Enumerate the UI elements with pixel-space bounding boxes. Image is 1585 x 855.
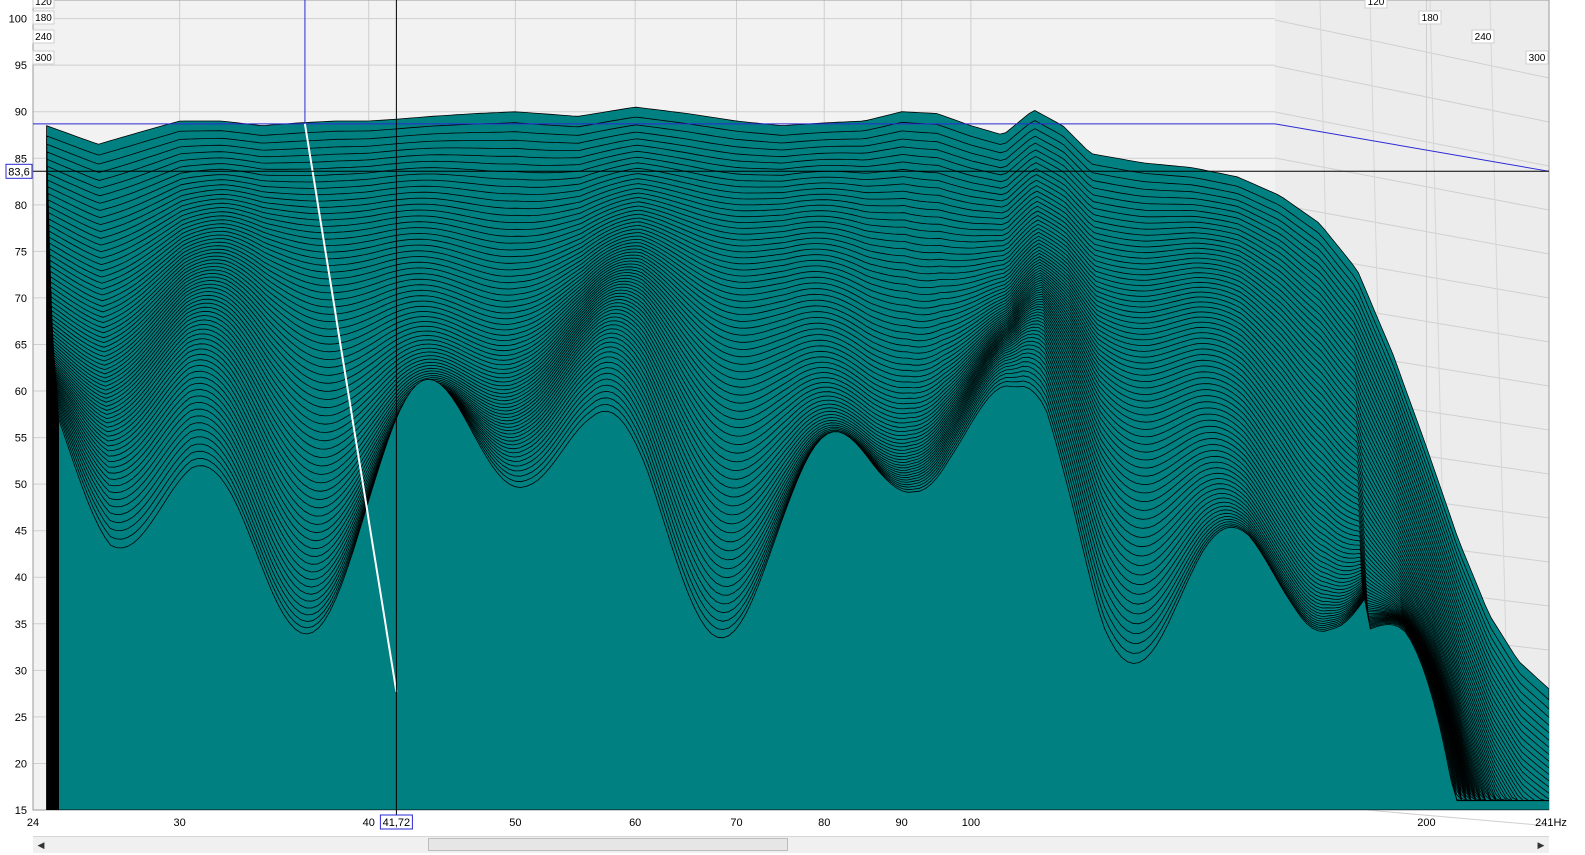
y-tick-label: 70 [15,293,27,305]
depth-grid-line [1274,111,1550,167]
x-tick-label: 100 [962,817,980,829]
scroll-thumb[interactable] [428,838,788,851]
cursor-overlay [33,0,1550,818]
time-label-box [32,10,55,25]
y-tick-label: 35 [15,619,27,631]
time-label-right: 180 [1422,13,1439,24]
waterfall-slice [58,378,1549,810]
cursor-y-label-box [5,163,33,179]
y-tick-label: 100 [9,14,27,26]
y-tick-label: 25 [15,712,27,724]
x-axis-ticks: 24 30 40 50 60 70 80 90 100 200 241Hz 41,72 [27,814,1567,830]
x-tick-label: 60 [629,817,641,829]
depth-grid-line [1274,157,1550,211]
y-tick-label: 85 [15,153,27,165]
reference-line-depth [1274,123,1550,172]
time-label-box [1525,50,1549,65]
time-label-box [1471,29,1495,44]
scroll-right-arrow-icon[interactable]: ▶ [1537,840,1545,850]
y-tick-label: 90 [15,107,27,119]
waterfall-slices [46,106,1549,810]
depth-grid-line [1274,65,1550,123]
x-tick-label: 70 [730,817,742,829]
time-label-right: 300 [1529,53,1546,64]
time-label-left: 180 [35,13,52,24]
y-tick-label: 80 [15,200,27,212]
time-label-right: 240 [1475,32,1492,43]
horizontal-scrollbar[interactable]: ◀ ▶ [33,836,1549,853]
y-tick-label: 30 [15,665,27,677]
x-end-label: 241Hz [1535,817,1567,829]
time-label-left: 300 [35,53,52,64]
y-axis-ticks: 100 95 90 85 80 75 70 65 60 55 50 45 40 35 30 25 20 15 83,… [5,14,33,817]
x-tick-label: 80 [818,817,830,829]
time-label-box [1364,0,1388,9]
y-tick-label: 20 [15,758,27,770]
y-tick-label: 60 [15,386,27,398]
cursor-trace [303,123,398,692]
y-tick-label: 15 [15,805,27,817]
y-tick-label: 75 [15,246,27,258]
y-tick-label: 50 [15,479,27,491]
x-tick-label: 40 [363,817,375,829]
x-tick-label: 24 [27,817,39,829]
time-label-box [32,29,55,44]
x-tick-label: 30 [174,817,186,829]
time-label-box [32,0,55,9]
time-label-box [1418,10,1442,25]
cursor-x-label-box [379,814,413,830]
y-tick-label: 55 [15,433,27,445]
x-tick-label: 90 [896,817,908,829]
scroll-left-arrow-icon[interactable]: ◀ [37,840,45,850]
y-tick-label: 40 [15,572,27,584]
cursor-x-label: 41,72 [383,817,411,829]
time-label-box [32,50,55,65]
x-tick-label: 200 [1417,817,1435,829]
y-tick-label: 65 [15,339,27,351]
time-label-right: 120 [1368,0,1385,8]
y-tick-label: 45 [15,526,27,538]
y-tick-label: 95 [15,60,27,72]
cursor-y-label: 83,6 [8,166,29,178]
x-tick-label: 50 [509,817,521,829]
time-axis-labels: 120 120 180 180 240 240 300 300 [32,0,1549,65]
depth-grid-line [1274,203,1550,255]
time-label-left: 120 [35,0,52,8]
time-label-left: 240 [35,32,52,43]
